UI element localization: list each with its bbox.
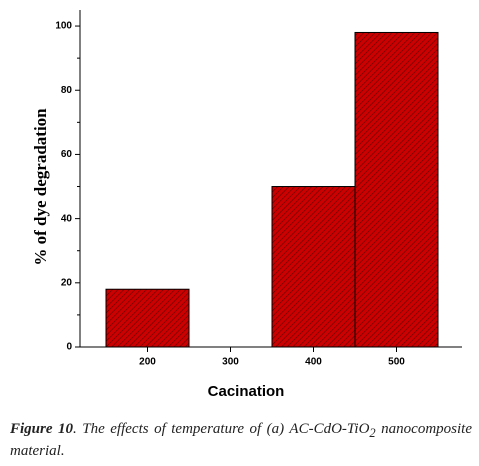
caption-text-end: nanocomposite material. [10,421,472,459]
y-axis-label: % of dye degradation [31,108,50,266]
y-tick-label: 80 [61,85,73,96]
x-tick-label: 500 [388,357,405,368]
x-tick-label: 300 [222,357,239,368]
chart: % of dye degradation Cacination 200 300 40… [31,10,462,400]
y-tick-label: 0 [66,342,72,353]
x-tick-label: 400 [305,357,322,368]
x-tick-label: 200 [139,357,156,368]
caption: Figure 10. The effects of temperature of… [10,420,472,460]
y-tick-label: 20 [61,277,73,288]
y-tick-label: 40 [61,213,73,224]
bar [271,186,356,348]
bar [105,288,190,348]
caption-text: . The effects of temperature of (a) AC-C… [73,421,370,437]
y-tick-label: 60 [61,149,73,160]
bar [354,31,439,348]
caption-subscript: 2 [369,426,376,440]
x-axis-label: Cacination [208,383,285,400]
y-tick-label: 100 [55,21,72,32]
caption-label: Figure 10 [10,421,74,437]
